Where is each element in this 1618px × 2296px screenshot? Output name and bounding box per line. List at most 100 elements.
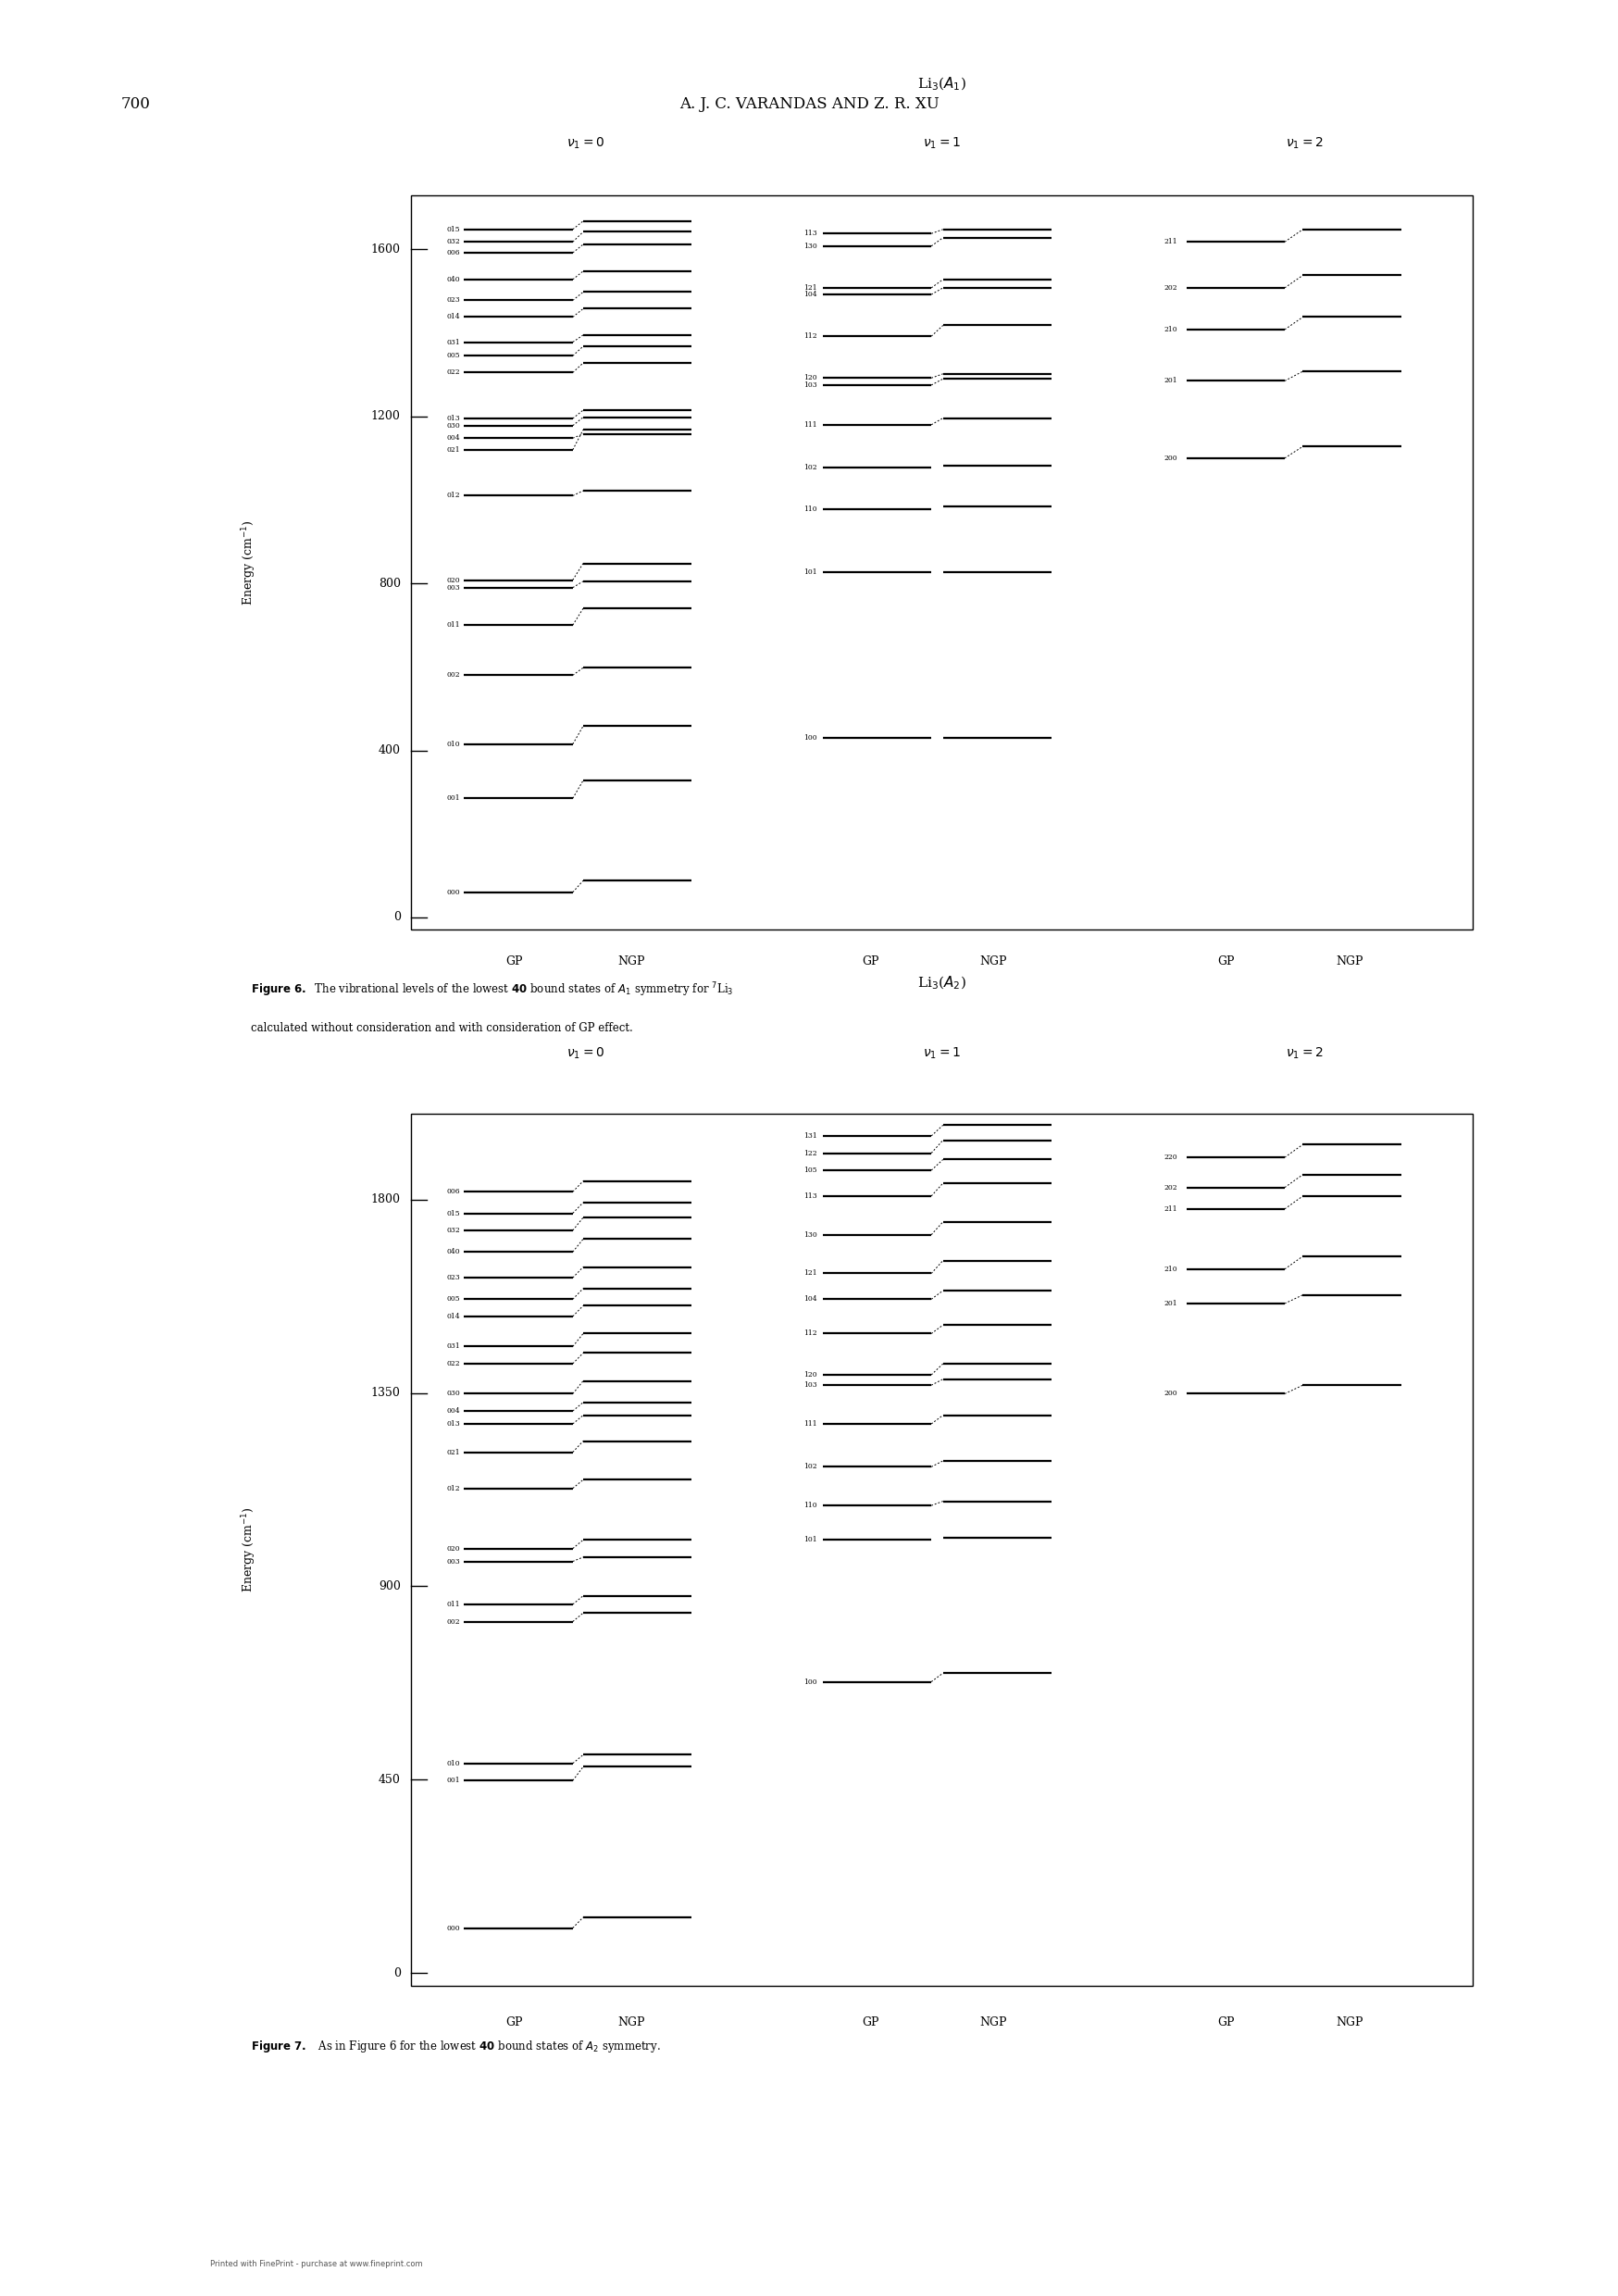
Text: Energy (cm$^{-1}$): Energy (cm$^{-1}$) [239,519,259,606]
Text: 000: 000 [447,889,460,895]
Text: 012: 012 [447,491,460,501]
Text: 031: 031 [447,1343,460,1350]
Text: 100: 100 [804,735,817,742]
Text: $\nu_1 = 2$: $\nu_1 = 2$ [1285,1047,1324,1061]
Text: 015: 015 [447,225,460,234]
Text: NGP: NGP [1336,2016,1362,2030]
Text: 021: 021 [447,445,460,455]
Text: 210: 210 [1163,1265,1178,1272]
Text: 021: 021 [447,1449,460,1456]
Text: 040: 040 [447,1249,460,1256]
Text: 201: 201 [1163,377,1178,386]
Text: NGP: NGP [618,955,644,967]
Text: 030: 030 [447,1389,460,1398]
Text: 032: 032 [447,1226,460,1235]
Text: 130: 130 [804,243,817,250]
Text: 1350: 1350 [371,1387,401,1398]
Text: 004: 004 [447,1407,460,1414]
Text: NGP: NGP [981,2016,1006,2030]
Text: 210: 210 [1163,326,1178,333]
Text: 202: 202 [1163,1185,1178,1192]
Text: 010: 010 [447,739,460,748]
Text: 121: 121 [804,1270,817,1277]
Text: 011: 011 [447,622,460,629]
Text: 103: 103 [804,1382,817,1389]
Text: $\nu_1 = 0$: $\nu_1 = 0$ [566,135,605,152]
Text: 011: 011 [447,1600,460,1607]
Text: 113: 113 [804,1192,817,1201]
Text: 113: 113 [804,230,817,236]
Text: 131: 131 [804,1132,817,1139]
Text: Printed with FinePrint - purchase at www.fineprint.com: Printed with FinePrint - purchase at www… [210,2259,422,2268]
Text: 200: 200 [1163,1389,1178,1398]
Text: 700: 700 [121,96,150,113]
Text: 101: 101 [804,1536,817,1543]
Text: 1600: 1600 [371,243,401,255]
Text: 005: 005 [447,1295,460,1302]
Text: 800: 800 [379,576,401,590]
Text: 003: 003 [447,1557,460,1566]
Text: 014: 014 [447,1313,460,1320]
Text: 0: 0 [393,1968,401,1979]
Text: Li$_3$($A_1$): Li$_3$($A_1$) [917,76,966,92]
Text: 002: 002 [447,670,460,680]
Text: $\bf{Figure\ 7.}$   As in Figure 6 for the lowest $\bf{40}$ bound states of $A_2: $\bf{Figure\ 7.}$ As in Figure 6 for the… [251,2039,660,2055]
Text: 014: 014 [447,312,460,321]
Text: Energy (cm$^{-1}$): Energy (cm$^{-1}$) [239,1506,259,1593]
Text: 450: 450 [379,1775,401,1786]
Text: 005: 005 [447,351,460,360]
Text: 030: 030 [447,422,460,429]
Text: 120: 120 [804,1371,817,1378]
Text: 400: 400 [379,744,401,755]
Text: 023: 023 [447,296,460,303]
Text: 002: 002 [447,1619,460,1626]
Text: 102: 102 [804,1463,817,1469]
Text: 001: 001 [447,794,460,801]
Text: 105: 105 [804,1166,817,1173]
Text: 102: 102 [804,464,817,471]
Text: GP: GP [1218,955,1235,967]
Text: 121: 121 [804,285,817,292]
Text: calculated without consideration and with consideration of GP effect.: calculated without consideration and wit… [251,1022,633,1033]
Text: 101: 101 [804,567,817,576]
Text: $\nu_1 = 1$: $\nu_1 = 1$ [922,135,961,152]
Text: 111: 111 [804,420,817,429]
Text: 200: 200 [1163,455,1178,461]
Text: 000: 000 [447,1924,460,1931]
Text: GP: GP [506,2016,523,2030]
Text: GP: GP [506,955,523,967]
Text: 013: 013 [447,1421,460,1428]
Text: 032: 032 [447,239,460,246]
Text: 202: 202 [1163,285,1178,292]
Text: A. J. C. VARANDAS AND Z. R. XU: A. J. C. VARANDAS AND Z. R. XU [680,96,938,113]
Text: 010: 010 [447,1759,460,1768]
Text: GP: GP [862,955,879,967]
Text: 103: 103 [804,381,817,388]
Text: 112: 112 [804,333,817,340]
Text: 031: 031 [447,338,460,347]
Text: 1800: 1800 [371,1194,401,1205]
Text: GP: GP [862,2016,879,2030]
Text: 120: 120 [804,374,817,381]
Text: $\nu_1 = 2$: $\nu_1 = 2$ [1285,135,1324,152]
Text: 006: 006 [447,248,460,257]
Text: 006: 006 [447,1187,460,1196]
Text: 012: 012 [447,1486,460,1492]
Text: 111: 111 [804,1421,817,1428]
Text: 020: 020 [447,576,460,583]
Text: 020: 020 [447,1545,460,1552]
Text: 110: 110 [804,505,817,512]
Text: 003: 003 [447,583,460,592]
Text: 001: 001 [447,1777,460,1784]
Text: 104: 104 [804,1295,817,1302]
Text: 220: 220 [1163,1153,1178,1162]
Text: $\bf{Figure\ 6.}$  The vibrational levels of the lowest $\bf{40}$ bound states o: $\bf{Figure\ 6.}$ The vibrational levels… [251,980,733,999]
Text: 013: 013 [447,416,460,422]
Text: 112: 112 [804,1329,817,1336]
Text: 110: 110 [804,1502,817,1508]
Text: 004: 004 [447,434,460,441]
Text: NGP: NGP [618,2016,644,2030]
Text: 015: 015 [447,1210,460,1217]
Text: 130: 130 [804,1231,817,1238]
Text: 023: 023 [447,1274,460,1281]
